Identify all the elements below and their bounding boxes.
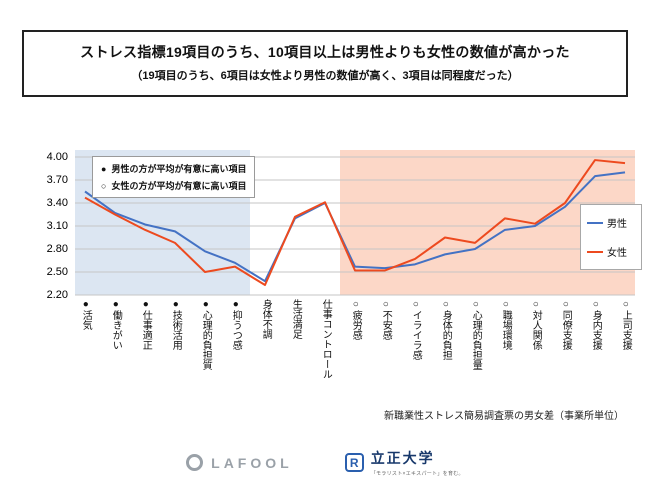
marker-legend-row: ● 男性の方が平均が有意に高い項目 [101,162,246,175]
x-axis-label: ○心理的負担量 [460,299,490,419]
open-circle-icon: ○ [101,180,107,191]
x-axis-label: 身体不調 [250,299,280,419]
series-legend: 男性 女性 [580,204,642,270]
x-axis-label-text: ●活気 [80,299,92,330]
title-box: ストレス指標19項目のうち、10項目以上は男性よりも女性の数値が高かった （19… [22,30,628,97]
legend-item-male: 男性 [587,215,635,230]
source-caption: 新職業性ストレス簡易調査票の男女差（事業所単位） [384,411,624,422]
chart-title: ストレス指標19項目のうち、10項目以上は男性よりも女性の数値が高かった [80,44,570,60]
filled-circle-icon: ● [101,163,107,174]
x-axis-label-text: ●技術活用 [170,299,182,350]
x-axis-label: ○不安感 [370,299,400,419]
x-axis-label: ○同僚支援 [550,299,580,419]
x-axis-label-text: ○上司支援 [620,299,632,350]
x-axis-labels: ●活気 ●働きがい ●仕事適正 ●技術活用 ●心理的負担質 ●抑うつ感 身体不調 生活満足 仕事… [70,299,640,419]
x-axis-label-text: ○対人関係 [530,299,542,350]
x-axis-label: ●技術活用 [160,299,190,419]
x-axis-label: 仕事コントロール [310,299,340,419]
x-axis-label: ○身内支援 [580,299,610,419]
x-axis-label-text: 仕事コントロール [320,299,332,379]
legend-line-swatch [587,221,603,224]
x-axis-label: ●働きがい [100,299,130,419]
legend-label: 男性 [607,219,627,230]
legend-label: 女性 [607,248,627,259]
x-axis-label-text: ○身内支援 [590,299,602,350]
x-axis-label-text: ○不安感 [380,299,392,340]
y-axis-tick-label: 2.20 [46,289,68,301]
y-axis-tick-label: 2.80 [46,243,68,255]
rissho-r-icon: R [344,453,364,472]
x-axis-label: ●心理的負担質 [190,299,220,419]
legend-item-female: 女性 [587,244,635,259]
y-axis-tick-label: 3.40 [46,197,68,209]
x-axis-label: ○対人関係 [520,299,550,419]
rissho-logo-text: 立正大学 [370,450,435,466]
y-axis-tick-label: 4.00 [46,151,68,163]
x-axis-label: 生活満足 [280,299,310,419]
x-axis-label-text: ○身体的負担 [440,299,452,360]
x-axis-label: ○イライラ感 [400,299,430,419]
series-line-male [84,171,626,283]
marker-legend-label: 女性の方が平均が有意に高い項目 [111,181,247,191]
chart-plot-area: ● 男性の方が平均が有意に高い項目 ○ 女性の方が平均が有意に高い項目 男性女性 4.… [0,147,650,437]
lafool-logo-text: LAFOOL [211,454,293,471]
y-axis-tick-label: 2.50 [46,266,68,278]
x-axis-label-text: ○心理的負担量 [470,299,482,370]
x-axis-label: ○職場環境 [490,299,520,419]
x-axis-label-text: ○イライラ感 [410,299,422,360]
x-axis-label: ●活気 [70,299,100,419]
x-axis-label: ○疲労感 [340,299,370,419]
y-axis-tick-label: 3.10 [46,220,68,232]
y-axis-tick-label: 3.70 [46,174,68,186]
x-axis-label-text: 身体不調 [260,299,272,339]
x-axis-label-text: ○同僚支援 [560,299,572,350]
lafool-circle-icon [186,454,204,471]
x-axis-label: ●抑うつ感 [220,299,250,419]
marker-legend-label: 男性の方が平均が有意に高い項目 [111,164,247,174]
lafool-logo: LAFOOL [186,454,293,471]
x-axis-label-text: ○職場環境 [500,299,512,350]
marker-legend: ● 男性の方が平均が有意に高い項目 ○ 女性の方が平均が有意に高い項目 [92,156,256,198]
x-axis-label: ○身体的負担 [430,299,460,419]
x-axis-label-text: ○疲労感 [350,299,362,340]
x-axis-label-text: ●心理的負担質 [200,299,212,370]
legend-line-swatch [587,250,603,253]
chart-subtitle: （19項目のうち、6項目は女性より男性の数値が高く、3項目は同程度だった） [131,70,519,82]
rissho-text-column: 立正大学 「モラリスト×エキスパート」を育む。 [371,448,464,477]
footer-logos: LAFOOL R 立正大学 「モラリスト×エキスパート」を育む。 [0,448,650,477]
x-axis-label-text: 生活満足 [290,299,302,339]
rissho-slogan-text: 「モラリスト×エキスパート」を育む。 [370,471,464,477]
x-axis-label: ○上司支援 [610,299,640,419]
x-axis-label-text: ●抑うつ感 [230,299,242,350]
x-axis-label-text: ●仕事適正 [140,299,152,350]
marker-legend-row: ○ 女性の方が平均が有意に高い項目 [101,179,246,192]
rissho-logo: R 立正大学 「モラリスト×エキスパート」を育む。 [344,448,464,477]
x-axis-label-text: ●働きがい [110,299,122,350]
x-axis-label: ●仕事適正 [130,299,160,419]
series-line-female [84,159,626,287]
